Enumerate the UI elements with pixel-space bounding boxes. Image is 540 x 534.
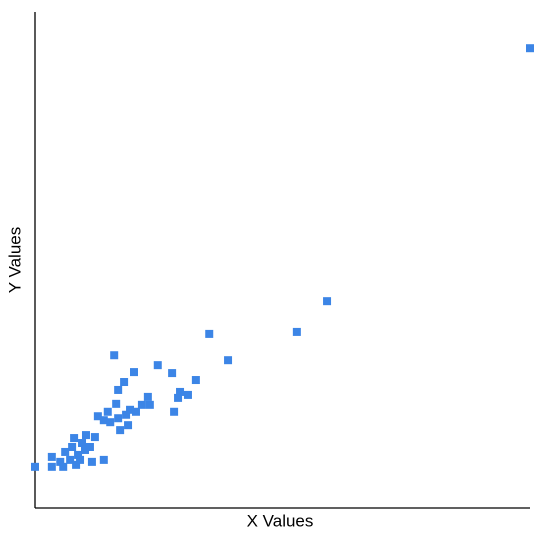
point	[526, 44, 534, 53]
point	[31, 462, 39, 471]
point	[81, 431, 90, 440]
point	[183, 390, 192, 399]
point	[59, 462, 68, 471]
point	[103, 407, 112, 416]
point	[176, 387, 185, 396]
point	[120, 378, 129, 387]
point	[74, 450, 83, 459]
point	[47, 452, 56, 461]
point	[168, 369, 177, 378]
point	[126, 405, 135, 414]
point	[47, 462, 56, 471]
y-axis-label: Y Values	[5, 227, 24, 293]
point	[116, 426, 125, 435]
point	[292, 327, 301, 336]
point	[93, 412, 102, 421]
point	[87, 457, 96, 466]
x-axis-label: X Values	[247, 511, 314, 530]
point	[61, 447, 70, 456]
point	[122, 410, 131, 419]
point	[191, 376, 200, 385]
point	[131, 407, 140, 416]
point	[224, 356, 233, 365]
point	[76, 455, 85, 464]
point	[70, 434, 79, 443]
point	[68, 442, 77, 451]
point	[323, 297, 332, 306]
point	[124, 421, 133, 430]
point	[137, 400, 146, 409]
point	[99, 416, 108, 425]
point	[205, 329, 214, 338]
point	[78, 439, 87, 448]
point	[112, 399, 121, 408]
point	[99, 455, 108, 464]
point	[85, 442, 94, 451]
point	[80, 445, 89, 454]
point	[90, 433, 99, 442]
point	[145, 400, 154, 409]
point	[130, 368, 138, 377]
point	[174, 393, 183, 402]
point	[114, 385, 123, 394]
point	[72, 460, 81, 469]
point	[170, 407, 179, 416]
point	[114, 414, 123, 423]
point	[106, 418, 115, 427]
point	[110, 351, 119, 360]
point	[143, 392, 152, 401]
point	[56, 457, 65, 466]
point	[153, 361, 162, 370]
point	[66, 455, 75, 464]
